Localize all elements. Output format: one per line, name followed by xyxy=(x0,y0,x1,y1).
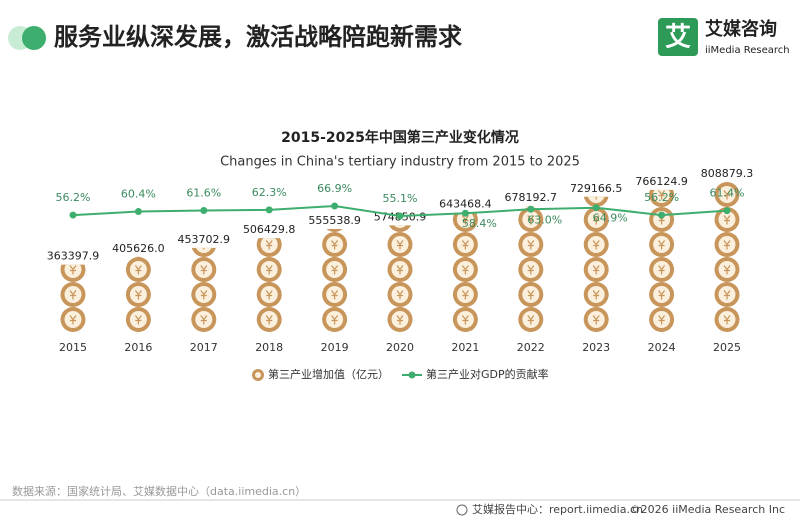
page-title: 服务业纵深发展，激活战略陪跑新需求 xyxy=(54,23,462,51)
x-tick-label: 2017 xyxy=(190,341,218,354)
line-label: 64.9% xyxy=(593,212,628,225)
x-tick-label: 2019 xyxy=(321,341,349,354)
coin-stack xyxy=(583,196,609,332)
line-point xyxy=(658,211,666,219)
line-label: 62.3% xyxy=(252,186,287,199)
line-label: 58.4% xyxy=(462,217,497,230)
x-tick-label: 2023 xyxy=(582,341,610,354)
legend-label: 第三产业对GDP的贡献率 xyxy=(426,367,549,381)
line-label: 56.2% xyxy=(56,191,91,204)
legend-label: 第三产业增加值（亿元） xyxy=(268,367,389,381)
copyright: ©2026 iiMedia Research Inc xyxy=(630,503,785,516)
line-label: 61.4% xyxy=(710,187,745,200)
line-label: 60.4% xyxy=(121,188,156,201)
chart-title: 2015-2025年中国第三产业变化情况 xyxy=(281,129,519,146)
line-point xyxy=(592,204,600,212)
value-label: 643468.4 xyxy=(439,198,492,211)
logo-en: iiMedia Research xyxy=(705,45,790,56)
x-tick-label: 2016 xyxy=(124,341,152,354)
line-label: 66.9% xyxy=(317,182,352,195)
legend-swatch xyxy=(408,371,416,379)
line-point xyxy=(396,212,404,220)
value-label: 405626.0 xyxy=(112,242,165,255)
x-tick-label: 2020 xyxy=(386,341,414,354)
coin-stack xyxy=(191,247,217,332)
line-label: 63.0% xyxy=(527,213,562,226)
line-label: 56.2% xyxy=(644,191,679,204)
x-tick-label: 2025 xyxy=(713,341,741,354)
x-tick-label: 2024 xyxy=(648,341,676,354)
line-point xyxy=(723,207,731,215)
value-label: 808879.3 xyxy=(701,167,754,180)
line-point xyxy=(200,206,208,214)
value-label: 453702.9 xyxy=(178,233,231,246)
line-point xyxy=(527,205,535,213)
legend-swatch xyxy=(255,372,261,378)
line-point xyxy=(69,211,77,219)
value-label: 555538.9 xyxy=(308,214,361,227)
line-label: 61.6% xyxy=(186,186,221,199)
coin-stack xyxy=(714,182,740,332)
value-label: 678192.7 xyxy=(505,191,558,204)
logo-cn: 艾媒咨询 xyxy=(705,18,777,40)
x-tick-label: 2021 xyxy=(451,341,479,354)
line-point xyxy=(265,206,273,214)
value-label: 729166.5 xyxy=(570,182,623,195)
coin-stack xyxy=(256,238,282,332)
coin-stack xyxy=(452,212,478,332)
line-point xyxy=(461,209,469,217)
x-tick-label: 2022 xyxy=(517,341,545,354)
logo-mark: 艾 xyxy=(665,23,691,53)
x-tick-label: 2018 xyxy=(255,341,283,354)
report-icon xyxy=(456,504,468,516)
coin-stack xyxy=(322,228,348,332)
line-label: 55.1% xyxy=(383,192,418,205)
source: 数据来源：国家统计局、艾媒数据中心（data.iimedia.cn） xyxy=(12,484,306,498)
value-label: 506429.8 xyxy=(243,223,296,236)
value-label: 766124.9 xyxy=(635,175,688,188)
coin-stack xyxy=(60,264,86,332)
coin-stack xyxy=(387,225,413,332)
logo-box xyxy=(658,18,698,56)
x-tick-label: 2015 xyxy=(59,341,87,354)
chart-subtitle: Changes in China's tertiary industry fro… xyxy=(220,155,580,170)
coin-stack xyxy=(649,189,675,332)
coin-stack xyxy=(518,206,544,332)
value-label: 363397.9 xyxy=(47,250,100,263)
line-point xyxy=(134,208,142,216)
line-point xyxy=(331,202,339,210)
coin-stack xyxy=(125,256,151,332)
title-icon xyxy=(22,26,46,50)
report: 艾媒报告中心：report.iimedia.cn xyxy=(472,502,643,516)
